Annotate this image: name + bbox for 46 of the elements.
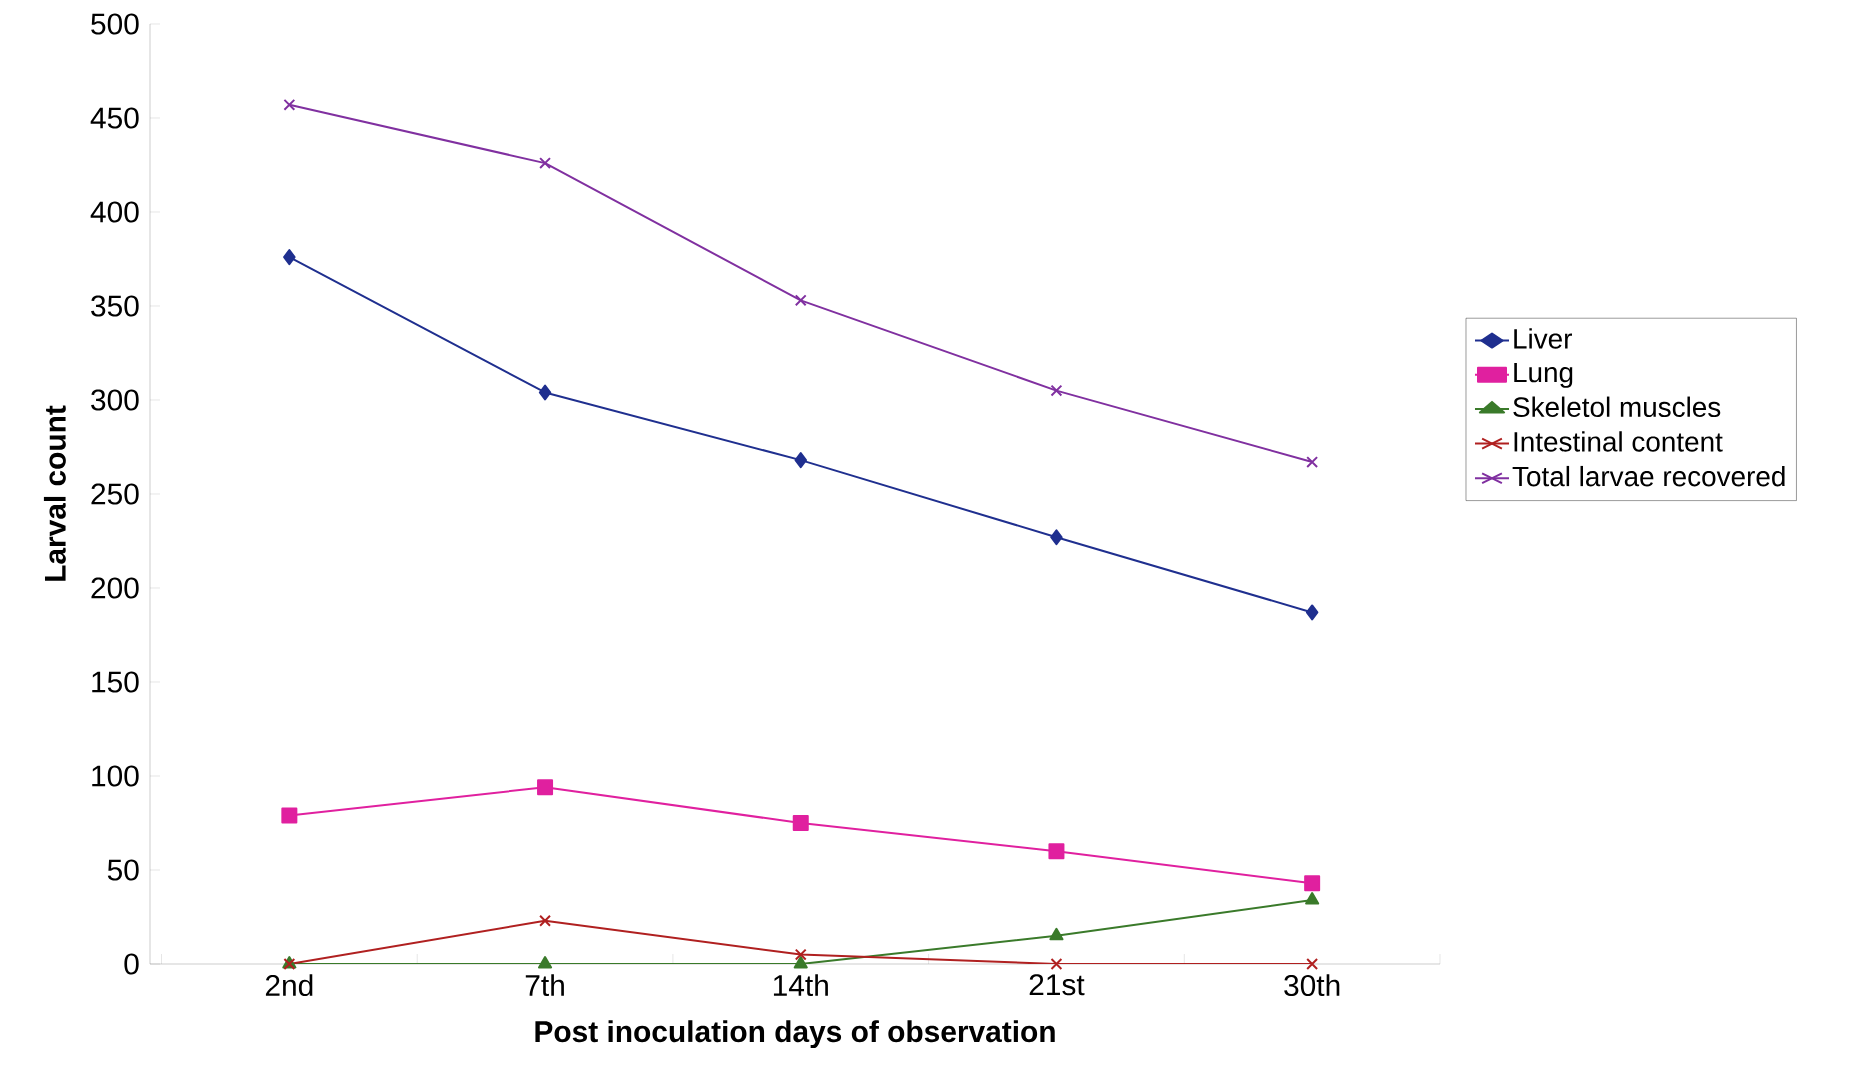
point [793,956,808,969]
y-tick-label: 0 [124,953,139,975]
x-tick-label: 21st [1029,974,1085,996]
y-axis-title: Larval count [43,405,66,581]
y-tick-label: 200 [91,577,139,599]
legend-label: Skeletol muscles [1513,396,1721,418]
point [794,948,807,961]
y-tick-label: 400 [90,201,139,223]
point [1306,958,1319,970]
y-tick-label: 450 [90,107,139,129]
y-tick-label: 300 [91,389,139,411]
x-tick-label: 2nd [265,974,313,997]
y-tick-label: 350 [91,295,139,317]
legend-label: Lung [1514,362,1573,388]
y-tick-label: 250 [91,483,139,505]
legend-label: Total larvae recovered [1512,465,1785,487]
point [1304,875,1321,892]
point [1050,384,1063,397]
point [1049,927,1064,941]
point [794,294,807,307]
x-axis-title: Post inoculation days of observation [535,1020,1055,1049]
y-tick-label: 500 [91,13,139,35]
x-tick-label: 14th [773,974,828,997]
point [1306,456,1319,468]
y-tick-label: 50 [107,859,139,881]
point [1048,843,1065,860]
point [538,384,552,401]
point [537,779,554,796]
point [1050,958,1063,970]
y-tick-label: 150 [92,671,139,693]
point [1305,604,1319,621]
point [537,956,553,969]
point [794,452,807,469]
point [539,157,551,170]
y-tick-label: 100 [92,765,139,787]
point [283,249,296,266]
point [539,914,551,927]
point [281,807,298,824]
legend-label: Liver [1514,328,1572,349]
point [792,815,809,831]
point [1305,892,1320,905]
point [283,98,296,111]
x-tick-label: 30th [1284,974,1340,997]
x-tick-label: 7th [525,974,564,997]
point [1050,529,1063,546]
legend-label: Intestinal content [1514,431,1723,452]
